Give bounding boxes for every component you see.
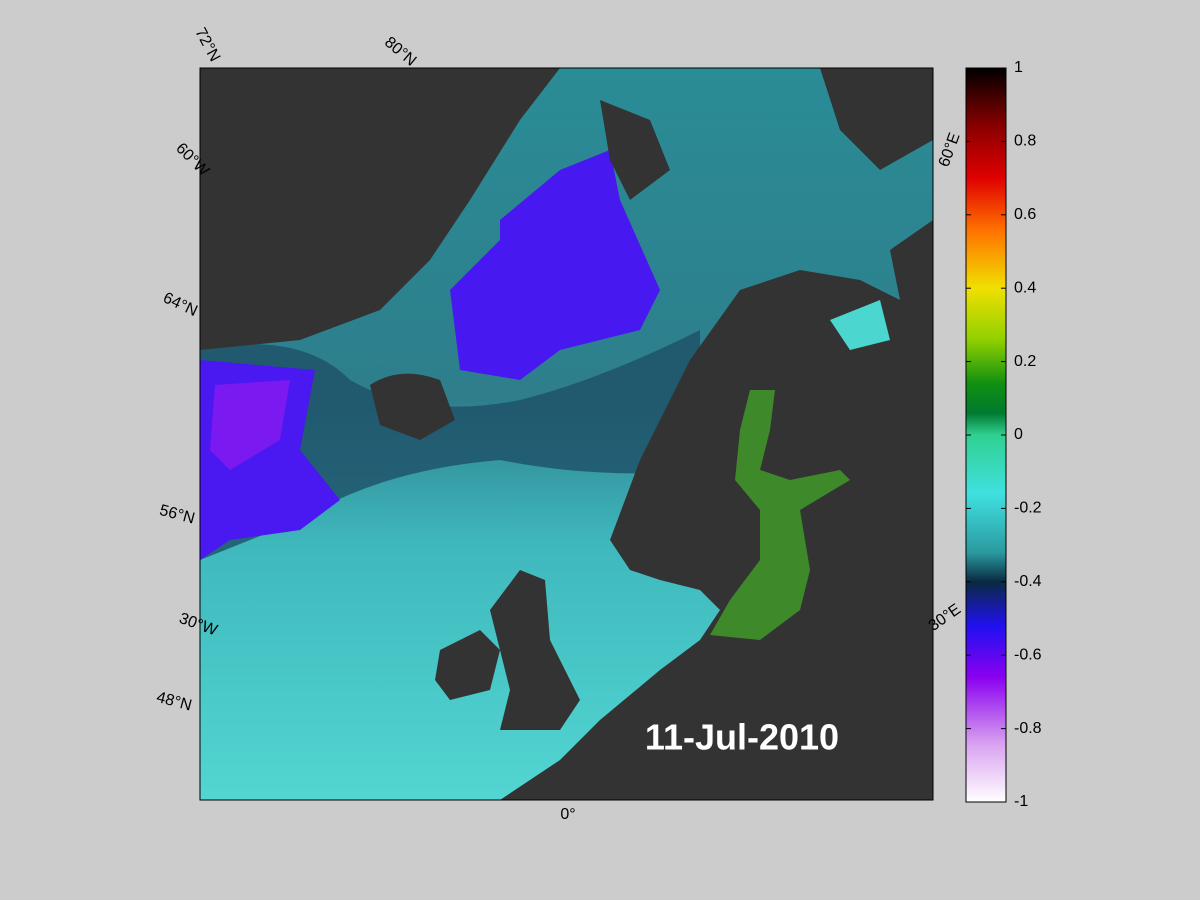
colorbar-tick-label: -0.6	[1014, 646, 1042, 663]
colorbar-tick-label: -0.4	[1014, 573, 1042, 590]
colorbar-tick-label: -0.2	[1014, 500, 1042, 517]
graticule-label: 72°N	[191, 25, 223, 65]
colorbar-tick-label: 0	[1014, 426, 1023, 443]
colorbar-tick-label: 0.2	[1014, 353, 1036, 370]
date-label: 11-Jul-2010	[645, 717, 839, 758]
colorbar-tick-label: 0.8	[1014, 133, 1036, 150]
map-frame	[199, 67, 934, 801]
land-iceland	[370, 373, 455, 440]
land-novaya-zemlya	[820, 68, 933, 170]
graticule-label: 56°N	[158, 502, 197, 528]
graticule-label: 64°N	[160, 289, 200, 320]
baltic-sea	[710, 390, 850, 640]
colorbar-tick-label: 1	[1014, 59, 1023, 76]
graticule-label: 0°	[560, 806, 575, 823]
colorbar	[965, 67, 1007, 803]
land-greenland	[200, 68, 560, 350]
colorbar-tick-label: 0.4	[1014, 279, 1036, 296]
graticule-label: 48°N	[155, 689, 194, 715]
low-anomaly-core	[210, 380, 290, 470]
land-svalbard	[600, 100, 670, 200]
white-sea	[830, 300, 890, 350]
map-field	[200, 68, 933, 800]
land-ireland	[435, 630, 500, 700]
graticule-label: 60°E	[936, 131, 964, 170]
low-anomaly	[450, 150, 660, 380]
colorbar-tick-label: -0.8	[1014, 720, 1042, 737]
land-britain	[490, 570, 580, 730]
colorbar-tick-label: 0.6	[1014, 206, 1036, 223]
colorbar-tick-label: -1	[1014, 793, 1028, 810]
graticule-label: 80°N	[381, 34, 419, 70]
land-scandinavia-europe	[500, 220, 933, 800]
